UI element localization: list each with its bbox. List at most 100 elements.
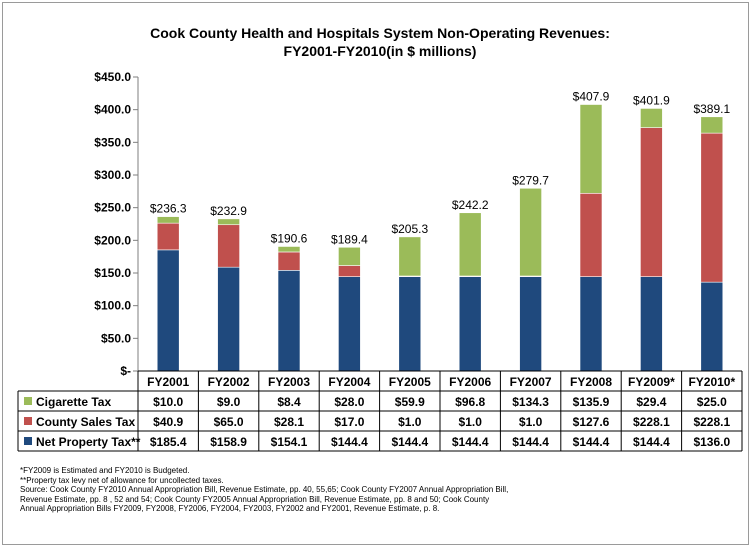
table-cell: $144.4 bbox=[452, 435, 489, 449]
y-tick-label: $300.0 bbox=[94, 168, 131, 182]
series-label: Net Property Tax** bbox=[36, 435, 141, 449]
table-cell: $28.1 bbox=[274, 415, 304, 429]
y-tick-label: $350.0 bbox=[94, 135, 131, 149]
table-cell: $17.0 bbox=[334, 415, 364, 429]
table-cell: $228.1 bbox=[633, 415, 670, 429]
table-cell: $59.9 bbox=[395, 395, 425, 409]
bar-segment bbox=[156, 222, 180, 251]
chart-subtitle: FY2001-FY2010(in $ millions) bbox=[284, 43, 477, 59]
table-cell: $136.0 bbox=[693, 435, 730, 449]
total-label: $401.9 bbox=[633, 93, 670, 107]
chart-title: Cook County Health and Hospitals System … bbox=[150, 25, 610, 41]
total-label: $389.1 bbox=[693, 102, 730, 116]
table-cell: $144.4 bbox=[573, 435, 610, 449]
data-table: FY2001 FY2002 FY2003 FY2004 FY2005 FY2006 FY20… bbox=[17, 370, 743, 452]
footnote: Revenue Estimate, pp. 8 , 52 and 54; Coo… bbox=[20, 494, 490, 504]
series-label: Cigarette Tax bbox=[36, 395, 111, 409]
axes: $- $50.0 $100.0 $150.0 $200.0 $250.0 $300.0 $35… bbox=[94, 70, 139, 378]
bar-segment bbox=[156, 249, 180, 372]
y-tick-label: $250.0 bbox=[94, 201, 131, 215]
bar-segment bbox=[217, 224, 240, 268]
y-tick-label: $200.0 bbox=[94, 233, 131, 247]
y-tick-label: $400.0 bbox=[94, 103, 131, 117]
table-cell: $9.0 bbox=[217, 395, 241, 409]
series-label: County Sales Tax bbox=[36, 415, 135, 429]
bar-segment bbox=[277, 246, 301, 253]
total-label: $236.3 bbox=[150, 202, 187, 216]
table-cell: $1.0 bbox=[398, 415, 422, 429]
total-label: $190.6 bbox=[271, 231, 308, 245]
bar-segment bbox=[700, 132, 724, 283]
total-label: $232.9 bbox=[210, 204, 247, 218]
bar-segment bbox=[579, 276, 603, 372]
bar-segment bbox=[640, 276, 663, 372]
bar-segment bbox=[519, 187, 542, 277]
footnote: Annual Appropriation Bills FY2009, FY200… bbox=[20, 504, 440, 514]
table-cell: $65.0 bbox=[214, 415, 244, 429]
category-label: FY2010* bbox=[688, 375, 735, 389]
category-label: FY2001 bbox=[147, 375, 189, 389]
bar-segment bbox=[579, 104, 603, 194]
bar-segment bbox=[217, 218, 240, 226]
bar-segment bbox=[277, 270, 301, 372]
table-cell: $127.6 bbox=[573, 415, 610, 429]
table-cell: $10.0 bbox=[153, 395, 183, 409]
bar-segment bbox=[398, 276, 422, 372]
y-tick-label: $150.0 bbox=[94, 266, 131, 280]
bar-segment bbox=[338, 246, 361, 266]
table-cell: $185.4 bbox=[150, 435, 187, 449]
bars: $236.3 $232.9 $190.6 $189.4 $205.3 $242.2 $279… bbox=[150, 90, 730, 372]
table-cell: $1.0 bbox=[459, 415, 483, 429]
total-label: $205.3 bbox=[391, 222, 428, 236]
category-label: FY2009* bbox=[628, 375, 675, 389]
total-label: $242.2 bbox=[452, 198, 489, 212]
bar-segment bbox=[458, 276, 482, 372]
table-cell: $40.9 bbox=[153, 415, 183, 429]
category-label: FY2005 bbox=[389, 375, 431, 389]
bar-segment bbox=[640, 127, 663, 277]
table-cell: $8.4 bbox=[277, 395, 301, 409]
legend-swatch bbox=[24, 417, 32, 425]
bar-segment bbox=[519, 276, 542, 372]
bar-segment bbox=[338, 276, 361, 372]
table-cell: $158.9 bbox=[210, 435, 247, 449]
table-cell: $135.9 bbox=[573, 395, 610, 409]
bar-segment bbox=[217, 266, 240, 372]
bar-segment bbox=[156, 216, 180, 224]
bar-segment bbox=[700, 281, 724, 372]
table-cell: $144.4 bbox=[512, 435, 549, 449]
footnote: **Property tax levy net of allowance for… bbox=[20, 475, 224, 485]
total-label: $407.9 bbox=[573, 90, 610, 104]
table-cell: $96.8 bbox=[455, 395, 485, 409]
category-label: FY2004 bbox=[328, 375, 370, 389]
table-cell: $1.0 bbox=[519, 415, 543, 429]
y-tick-label: $50.0 bbox=[101, 331, 131, 345]
table-cell: $25.0 bbox=[697, 395, 727, 409]
category-label: FY2002 bbox=[208, 375, 250, 389]
table-cell: $29.4 bbox=[636, 395, 666, 409]
bar-segment bbox=[700, 116, 724, 134]
category-label: FY2006 bbox=[449, 375, 491, 389]
table-cell: $228.1 bbox=[693, 415, 730, 429]
total-label: $189.4 bbox=[331, 232, 368, 246]
bar-segment bbox=[338, 265, 361, 277]
footnotes: *FY2009 is Estimated and FY2010 is Budge… bbox=[20, 466, 720, 514]
y-tick-label: $100.0 bbox=[94, 299, 131, 313]
category-label: FY2003 bbox=[268, 375, 310, 389]
legend-swatch bbox=[24, 397, 32, 405]
bar-segment bbox=[579, 192, 603, 277]
table-cell: $144.4 bbox=[633, 435, 670, 449]
footnote: Source: Cook County FY2010 Annual Approp… bbox=[20, 485, 509, 495]
table-cell: $28.0 bbox=[334, 395, 364, 409]
y-tick-label: $450.0 bbox=[94, 70, 131, 84]
bar-segment bbox=[398, 236, 422, 277]
category-label: FY2007 bbox=[510, 375, 552, 389]
table-cell: $134.3 bbox=[512, 395, 549, 409]
bar-segment bbox=[458, 212, 482, 277]
y-tick-label: $- bbox=[120, 364, 131, 378]
table-cell: $144.4 bbox=[331, 435, 368, 449]
category-label: FY2008 bbox=[570, 375, 612, 389]
table-cell: $144.4 bbox=[391, 435, 428, 449]
legend-swatch bbox=[24, 437, 32, 445]
